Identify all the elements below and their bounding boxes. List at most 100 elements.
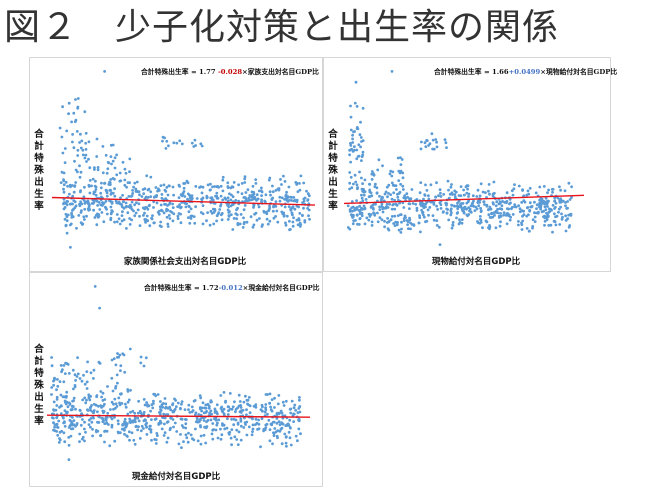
data-point [163,188,167,192]
data-point [418,191,422,195]
data-point [143,207,146,211]
data-point [89,425,92,429]
data-point [349,104,352,108]
data-point [63,147,67,150]
data-point [83,396,87,400]
data-point [511,213,515,216]
data-point [554,201,558,205]
data-point [232,423,236,427]
data-point [94,403,98,407]
data-point [355,148,359,152]
data-point [243,204,247,207]
data-point [435,224,439,227]
data-point [169,408,173,412]
data-point [179,417,183,421]
data-point [81,418,84,421]
data-point [120,214,124,218]
data-point [506,211,509,215]
data-point [91,427,94,431]
data-point [129,205,133,209]
data-point [228,210,231,214]
data-point [87,418,91,422]
data-point [399,182,402,186]
data-point [171,219,175,223]
data-point [239,406,243,409]
data-point [487,213,491,217]
data-point [61,105,64,109]
data-point [439,203,443,207]
data-point [50,386,54,389]
data-point [274,215,277,218]
data-point [251,225,255,229]
data-point [348,153,351,157]
data-point [73,373,77,377]
data-point [133,411,137,415]
data-point [71,368,75,372]
data-point [401,184,405,188]
data-point [506,207,509,211]
data-point [185,436,189,440]
data-point [177,442,181,446]
data-point [53,425,56,429]
data-point [156,211,160,214]
data-point [453,195,457,199]
data-point [135,424,138,428]
data-point [276,220,280,224]
data-point [479,218,483,222]
data-point [283,432,287,436]
data-point [119,369,122,372]
data-point [548,210,551,214]
data-point [89,409,93,412]
data-point [100,395,103,399]
data-point [298,182,301,185]
data-point [89,395,92,398]
data-point [375,191,379,195]
data-point [96,421,100,424]
data-point [144,221,147,224]
data-point [421,211,424,215]
data-point [288,418,292,422]
data-point [356,187,359,191]
data-point [271,209,275,213]
data-point [151,214,154,218]
data-point [123,370,127,374]
data-point [521,214,524,218]
data-point [109,205,113,209]
data-point [248,411,252,415]
data-point [491,192,495,196]
data-point [355,213,359,217]
data-point [163,431,167,435]
data-point [373,213,377,217]
data-point [460,218,464,222]
data-point [84,430,87,434]
data-point [265,422,269,426]
data-point [75,375,79,378]
data-point [409,197,413,201]
data-point [408,218,412,222]
data-point [226,413,230,416]
data-point [230,185,234,188]
data-point [241,226,245,229]
data-point [76,372,80,376]
data-point [551,203,555,207]
data-point [110,162,113,166]
data-point [567,181,571,185]
data-point [549,223,553,227]
data-point [52,421,55,425]
data-point [389,169,393,173]
data-point [219,203,223,206]
data-point [246,188,250,192]
data-point [412,224,416,227]
data-point [71,140,74,144]
data-point [56,425,59,429]
data-point [439,207,443,210]
data-point [53,429,57,432]
data-point [207,404,211,408]
data-point [352,182,355,186]
data-point [377,158,381,162]
data-point [386,217,389,220]
equation-suffix: ×家族支出対名目GDP比 [242,68,319,76]
data-point [221,410,225,414]
data-point [284,193,288,197]
data-point [94,193,98,197]
